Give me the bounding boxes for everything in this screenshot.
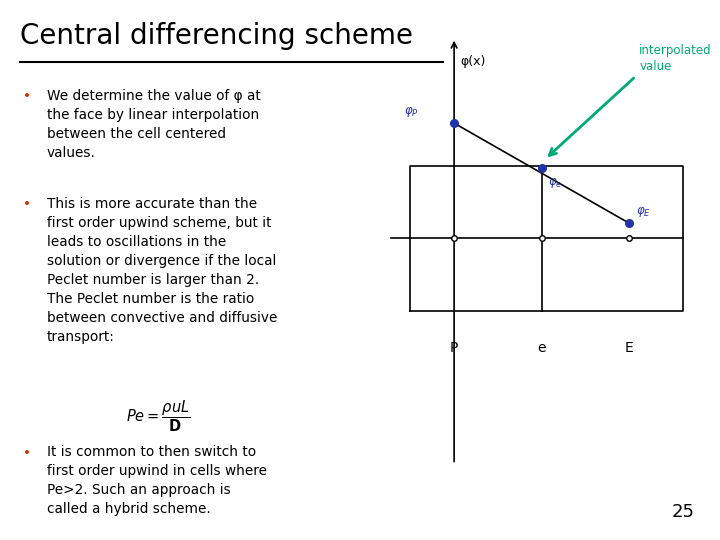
Text: φ(x): φ(x) [460, 55, 486, 68]
Text: •: • [23, 197, 31, 211]
Text: 25: 25 [672, 503, 695, 521]
Text: e: e [538, 341, 546, 355]
Text: $\varphi_E$: $\varphi_E$ [636, 205, 651, 219]
Text: $\varphi_P$: $\varphi_P$ [404, 105, 419, 119]
Text: This is more accurate than the
first order upwind scheme, but it
leads to oscill: This is more accurate than the first ord… [47, 197, 277, 344]
Text: E: E [625, 341, 634, 355]
Text: We determine the value of φ at
the face by linear interpolation
between the cell: We determine the value of φ at the face … [47, 89, 261, 160]
Text: •: • [23, 446, 31, 460]
Text: It is common to then switch to
first order upwind in cells where
Pe>2. Such an a: It is common to then switch to first ord… [47, 446, 267, 516]
Text: Central differencing scheme: Central differencing scheme [20, 22, 413, 50]
Text: P: P [450, 341, 459, 355]
Text: interpolated
value: interpolated value [639, 44, 712, 73]
Text: $\mathit{Pe} = \dfrac{\rho u L}{\mathbf{D}}$: $\mathit{Pe} = \dfrac{\rho u L}{\mathbf{… [126, 398, 191, 434]
Text: •: • [23, 89, 31, 103]
Text: $\varphi_e$: $\varphi_e$ [548, 177, 562, 191]
